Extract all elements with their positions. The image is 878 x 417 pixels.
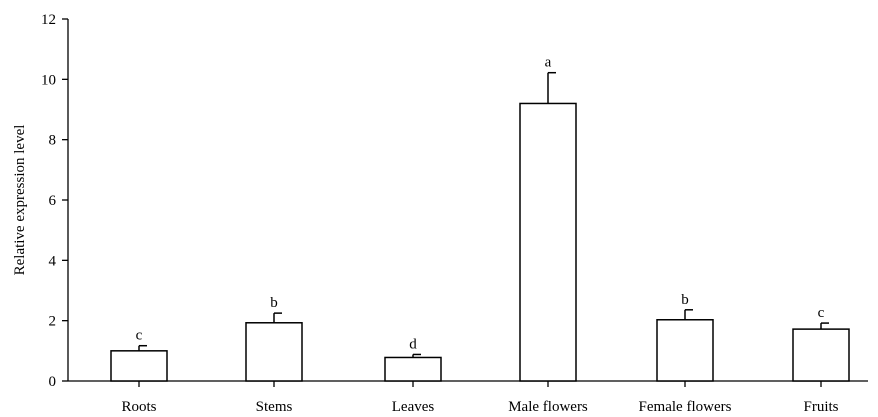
bar — [384, 356, 442, 382]
y-tick-label: 0 — [49, 374, 57, 390]
bar — [245, 322, 303, 382]
bar — [792, 328, 850, 382]
y-tick-label: 6 — [49, 193, 57, 209]
y-axis-title: Relative expression level — [12, 125, 28, 276]
bar — [656, 319, 714, 382]
y-tick-label: 4 — [49, 253, 57, 269]
significance-letter: c — [136, 328, 143, 344]
significance-letter: b — [270, 295, 278, 311]
x-axis: Roots Stems Leaves Male flowers Female flowe… — [68, 380, 868, 415]
y-tick-label: 10 — [41, 72, 56, 88]
significance-letter: d — [409, 336, 417, 352]
x-category-label: Fruits — [803, 399, 838, 415]
bars: c b d a b c — [110, 55, 850, 382]
y-axis: 0 2 4 6 8 10 12 — [41, 12, 69, 390]
bar — [519, 102, 577, 382]
x-category-label: Stems — [256, 399, 293, 415]
y-tick-label: 2 — [49, 314, 57, 330]
x-category-label: Male flowers — [508, 399, 588, 415]
x-category-label: Roots — [121, 399, 156, 415]
significance-letter: b — [681, 292, 689, 308]
y-tick-label: 12 — [41, 12, 56, 28]
significance-letter: a — [545, 55, 552, 71]
x-category-label: Female flowers — [639, 399, 732, 415]
x-category-label: Leaves — [392, 399, 435, 415]
y-tick-label: 8 — [49, 133, 57, 149]
bar — [110, 350, 168, 382]
significance-letter: c — [818, 305, 825, 321]
